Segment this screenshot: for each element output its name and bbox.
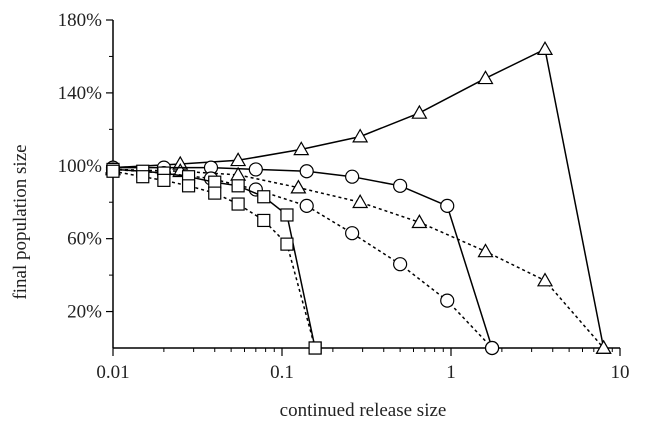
triangle-marker — [411, 104, 428, 119]
circle-marker — [345, 226, 360, 241]
circle-marker — [484, 340, 500, 356]
series-layer — [104, 40, 612, 356]
series-line — [112, 168, 493, 349]
y-tick-label: 180% — [58, 10, 103, 31]
circle-marker — [299, 164, 314, 179]
triangle-marker — [411, 214, 428, 229]
square-marker — [280, 237, 294, 251]
y-tick-label: 20% — [67, 302, 102, 323]
x-tick-label: 0.01 — [96, 362, 129, 383]
square-marker — [208, 186, 222, 200]
tick-labels: 0.01 0.1 1 10 20% 60% 100% 140% 180% — [58, 10, 630, 383]
series-triangle-dashed — [104, 161, 612, 354]
series-square-dashed — [106, 164, 322, 355]
x-tick-label: 10 — [611, 362, 630, 383]
x-axis-label: continued release size — [280, 400, 447, 421]
series-line — [113, 166, 493, 349]
circle-marker — [440, 293, 455, 308]
y-tick-label: 100% — [58, 156, 103, 177]
triangle-marker — [536, 272, 554, 287]
x-tick-label: 0.1 — [270, 362, 294, 383]
circle-marker — [440, 198, 455, 213]
square-marker — [308, 341, 322, 355]
y-tick-label: 140% — [58, 83, 103, 104]
triangle-marker — [230, 152, 247, 167]
x-tick-label: 1 — [446, 362, 456, 383]
square-marker — [280, 208, 294, 222]
triangle-marker — [290, 179, 307, 194]
square-marker — [231, 197, 245, 211]
triangle-marker — [352, 128, 369, 143]
square-marker — [136, 170, 150, 184]
triangle-marker — [477, 70, 494, 85]
square-marker — [231, 179, 245, 193]
triangle-marker — [595, 339, 612, 354]
square-marker — [257, 190, 271, 204]
y-tick-label: 60% — [67, 229, 102, 250]
circle-marker — [299, 198, 314, 213]
axes — [106, 19, 621, 356]
square-marker — [157, 173, 171, 187]
series-line — [112, 168, 605, 349]
triangle-marker — [293, 141, 310, 156]
triangle-marker — [477, 243, 494, 258]
triangle-marker — [352, 194, 369, 209]
y-axis-label: final population size — [10, 144, 31, 299]
circle-marker — [393, 178, 408, 193]
square-marker — [106, 164, 120, 178]
circle-marker — [345, 169, 360, 184]
square-marker — [208, 175, 222, 189]
triangle-marker — [536, 40, 554, 56]
square-marker — [181, 179, 196, 193]
circle-marker — [393, 257, 408, 272]
circle-marker — [248, 162, 263, 177]
square-marker — [257, 213, 271, 228]
